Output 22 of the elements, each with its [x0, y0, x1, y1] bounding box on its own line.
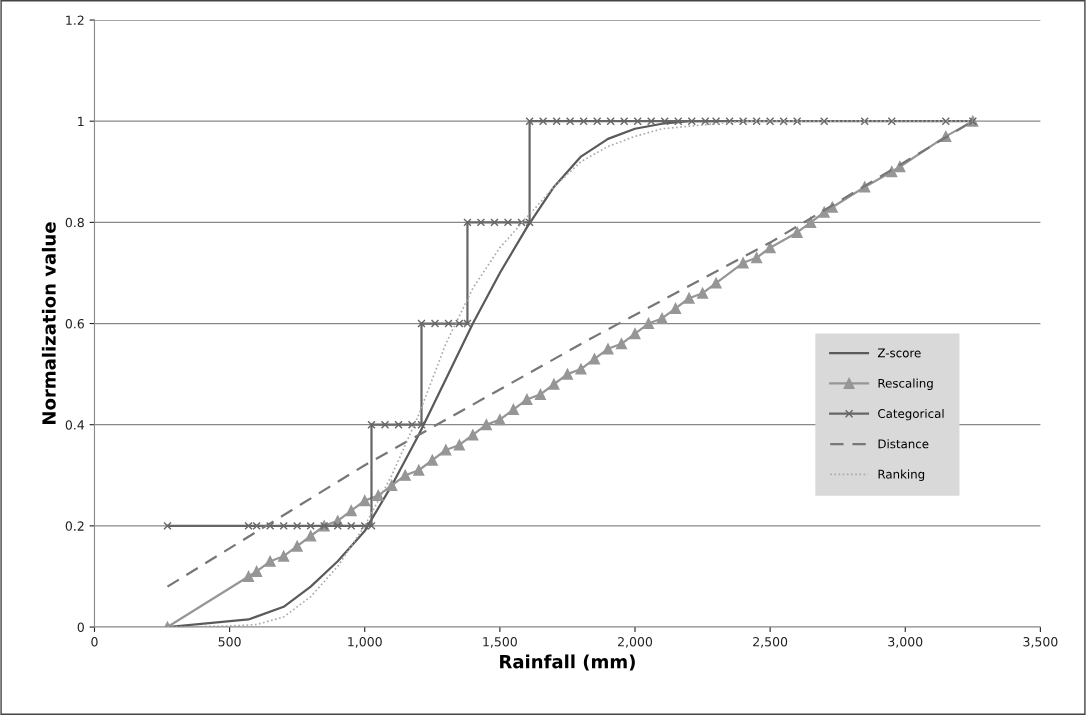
y-tick-label: 1 [78, 116, 84, 126]
y-tick-label: 1.2 [66, 15, 84, 25]
legend-label: Z-score [877, 348, 921, 358]
legend-label: Distance [878, 439, 929, 449]
x-tick-label: 500 [218, 637, 241, 647]
x-axis-title: Rainfall (mm) [500, 654, 635, 671]
x-tick-label: 1,000 [348, 637, 382, 648]
y-tick-label: 0.6 [65, 319, 84, 329]
x-tick-label: 3,000 [888, 637, 923, 648]
x-tick-label: 3,500 [1023, 637, 1058, 648]
legend-label: Categorical [878, 408, 944, 421]
x-tick-label: 2,500 [753, 637, 788, 648]
x-tick-label: 0 [91, 637, 98, 647]
legend-label: Rescaling [878, 378, 933, 390]
legend-label: Ranking [878, 469, 925, 481]
y-tick-label: 0.8 [65, 217, 84, 228]
y-tick-label: 0.2 [65, 521, 84, 531]
y-tick-label: 0 [77, 622, 84, 632]
y-axis-title: Normalization value [41, 222, 56, 424]
x-tick-label: 1,500 [483, 637, 517, 648]
y-tick-label: 0.4 [65, 420, 85, 430]
x-tick-label: 2,000 [618, 637, 653, 648]
